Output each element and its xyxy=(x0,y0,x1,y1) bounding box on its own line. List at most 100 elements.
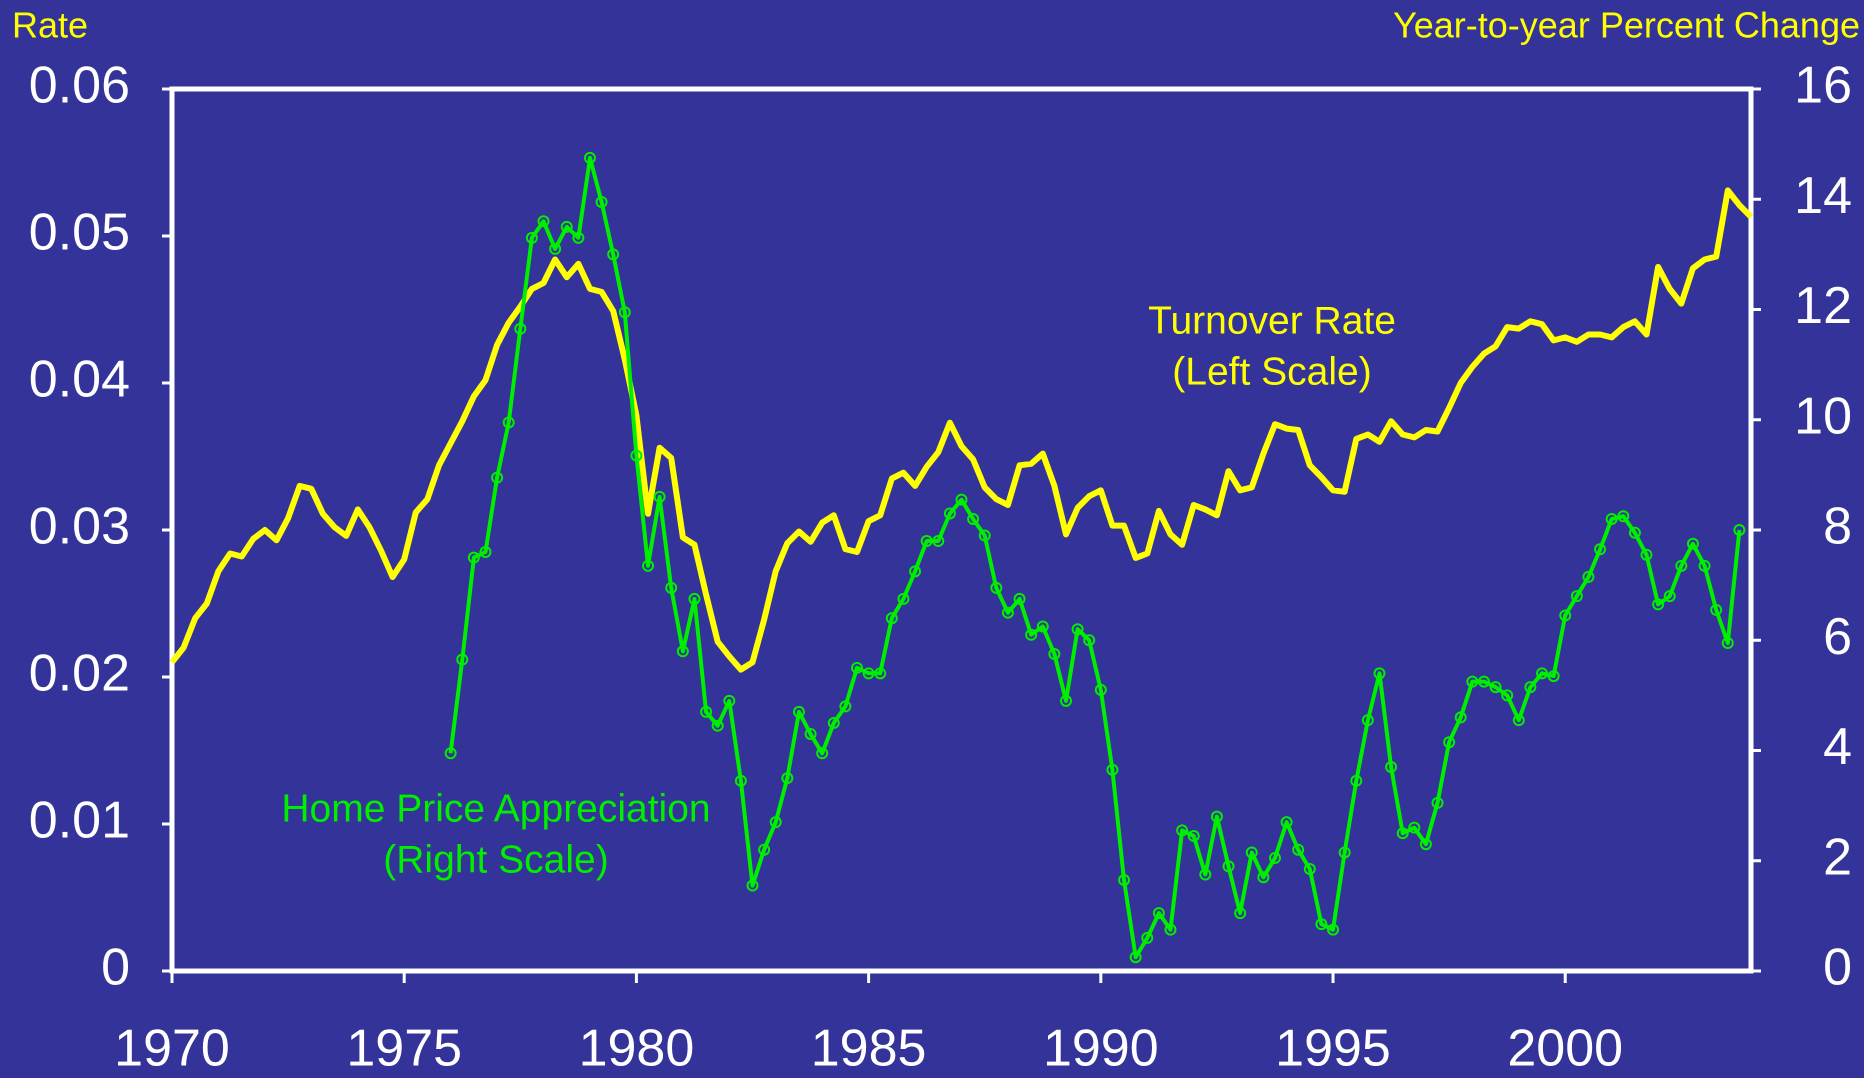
series-marker xyxy=(1408,821,1421,834)
series-marker xyxy=(1164,923,1177,936)
series-marker xyxy=(1071,623,1084,636)
series-marker xyxy=(1361,714,1374,727)
series-marker xyxy=(839,700,852,713)
series-marker xyxy=(1025,628,1038,641)
y2-tick-label: 2 xyxy=(1823,828,1852,886)
y2-tick-label: 14 xyxy=(1794,167,1852,225)
series-marker xyxy=(990,581,1003,594)
annotation: (Right Scale) xyxy=(383,838,608,881)
series-marker xyxy=(444,747,457,760)
series-marker xyxy=(1396,827,1409,840)
series-marker xyxy=(781,772,794,785)
y2-tick-label: 12 xyxy=(1794,277,1852,335)
series-marker xyxy=(804,727,817,740)
series-line xyxy=(448,155,1742,960)
series-marker xyxy=(851,661,864,674)
series-marker xyxy=(572,231,585,244)
series-marker xyxy=(1663,590,1676,603)
series-marker xyxy=(1710,603,1723,616)
series-marker xyxy=(676,645,689,658)
series-marker xyxy=(479,546,492,559)
y2-axis-label: Year-to-year Percent Change xyxy=(1393,5,1860,46)
series-marker xyxy=(1303,863,1316,876)
series-marker xyxy=(1094,683,1107,696)
annotation: (Left Scale) xyxy=(1172,350,1371,393)
y2-tick-label: 8 xyxy=(1823,498,1852,556)
series-marker xyxy=(1570,590,1583,603)
series-marker xyxy=(700,705,713,718)
series-marker xyxy=(1536,667,1549,680)
x-tick-label: 1980 xyxy=(579,1020,695,1078)
series-marker xyxy=(1350,774,1363,787)
series-marker xyxy=(688,592,701,605)
series-marker xyxy=(978,529,991,542)
series-marker xyxy=(1628,526,1641,539)
series-marker xyxy=(1280,816,1293,829)
series-marker xyxy=(932,535,945,548)
y-axis-label: Rate xyxy=(12,5,88,46)
series-marker xyxy=(827,716,840,729)
series-marker xyxy=(769,816,782,829)
x-tick-label: 1990 xyxy=(1043,1020,1159,1078)
series-marker xyxy=(549,242,562,255)
series-marker xyxy=(607,248,620,261)
y-tick-label: 0.02 xyxy=(29,645,130,703)
series-marker xyxy=(967,512,980,525)
series-marker xyxy=(653,490,666,503)
annotation: Home Price Appreciation xyxy=(281,787,710,830)
series-marker xyxy=(1640,548,1653,561)
series-marker xyxy=(665,581,678,594)
series-marker xyxy=(502,416,515,429)
series-marker xyxy=(1315,918,1328,931)
series-marker xyxy=(1059,694,1072,707)
series-marker xyxy=(1675,559,1688,572)
series-marker xyxy=(746,879,759,892)
series-marker xyxy=(885,612,898,625)
series-marker xyxy=(1466,675,1479,688)
series-marker xyxy=(1199,868,1212,881)
series-marker xyxy=(642,559,655,572)
series-marker xyxy=(1477,675,1490,688)
series-marker xyxy=(1489,681,1502,694)
y2-tick-label: 16 xyxy=(1794,57,1852,115)
y2-tick-label: 10 xyxy=(1794,387,1852,445)
series-marker xyxy=(1118,874,1131,887)
y-tick-label: 0.01 xyxy=(29,792,130,850)
series-marker xyxy=(943,507,956,520)
series-marker xyxy=(1222,860,1235,873)
series-marker xyxy=(491,471,504,484)
series-marker xyxy=(514,322,527,335)
x-tick-label: 1995 xyxy=(1275,1020,1391,1078)
series-marker xyxy=(1443,736,1456,749)
series-marker xyxy=(1129,951,1142,964)
series-marker xyxy=(456,653,469,666)
series-marker xyxy=(1036,620,1049,633)
series-marker xyxy=(1617,510,1630,523)
series-marker xyxy=(1431,796,1444,809)
series-marker xyxy=(1512,714,1525,727)
y2-tick-label: 4 xyxy=(1823,718,1852,776)
x-tick-label: 1975 xyxy=(346,1020,462,1078)
series-marker xyxy=(618,306,631,319)
series-marker xyxy=(1594,543,1607,556)
series-marker xyxy=(1501,689,1514,702)
series-marker xyxy=(1176,824,1189,837)
series-marker xyxy=(537,215,550,228)
series-marker xyxy=(1210,810,1223,823)
series-marker xyxy=(955,493,968,506)
series-marker xyxy=(1292,843,1305,856)
series-marker xyxy=(1721,637,1734,650)
series-marker xyxy=(897,592,910,605)
series-marker xyxy=(1338,846,1351,859)
y-tick-label: 0.05 xyxy=(29,204,130,262)
series-marker xyxy=(909,565,922,578)
series-marker xyxy=(1698,559,1711,572)
series-marker xyxy=(1141,931,1154,944)
series-marker xyxy=(758,843,771,856)
series-marker xyxy=(711,719,724,732)
series-marker xyxy=(1454,711,1467,724)
y2-tick-label: 6 xyxy=(1823,608,1852,666)
series-marker xyxy=(862,667,875,680)
series-marker xyxy=(1152,907,1165,920)
